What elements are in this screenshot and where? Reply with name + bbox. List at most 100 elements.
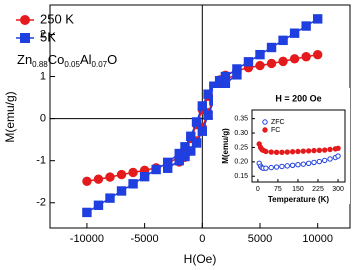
- legend-label: FC: [271, 127, 280, 134]
- marker: [220, 78, 231, 89]
- marker: [268, 149, 274, 155]
- marker: [266, 42, 277, 53]
- x-tick-label: 0: [256, 186, 260, 193]
- marker: [191, 117, 202, 127]
- marker: [305, 148, 312, 154]
- marker: [116, 169, 127, 180]
- marker: [197, 101, 208, 111]
- y-tick-label: 0.25: [234, 144, 248, 151]
- marker: [151, 164, 161, 175]
- marker: [305, 160, 312, 166]
- annotation-subscript: 0.05: [64, 60, 80, 69]
- marker: [289, 162, 296, 168]
- marker: [327, 146, 333, 153]
- marker: [232, 70, 242, 80]
- legend-label: 5K: [40, 29, 56, 44]
- y-tick-label: 0: [40, 113, 46, 125]
- marker: [262, 119, 268, 125]
- marker: [105, 172, 115, 182]
- y-axis-label: M(emu/g): [3, 91, 17, 142]
- marker: [255, 60, 265, 71]
- marker: [186, 146, 196, 156]
- annotation-subscript: 0.07: [92, 60, 108, 69]
- marker: [82, 207, 92, 218]
- marker: [289, 54, 300, 64]
- marker: [295, 148, 301, 155]
- x-tick-label: 150: [292, 186, 304, 193]
- y-tick-label: 1: [40, 70, 46, 82]
- marker: [203, 110, 213, 120]
- marker: [262, 127, 268, 133]
- marker: [162, 163, 173, 173]
- marker: [273, 149, 280, 156]
- annotation-text: O: [107, 52, 117, 67]
- marker: [20, 33, 30, 43]
- inset-title: H = 200 Oe: [275, 93, 321, 103]
- marker: [139, 171, 150, 182]
- y-tick-label: -2: [36, 197, 46, 209]
- plot-frame: [251, 109, 346, 183]
- marker: [93, 200, 104, 210]
- annotation-text: Zn: [17, 52, 32, 67]
- marker: [128, 179, 138, 189]
- y-axis-label: M(emu/g): [221, 128, 230, 164]
- marker: [301, 21, 311, 31]
- x-tick-label: 225: [312, 186, 324, 193]
- y-tick-label: 0.15: [234, 173, 248, 180]
- marker: [263, 165, 269, 171]
- marker: [312, 49, 323, 60]
- marker: [93, 174, 104, 184]
- y-tick-label: 2: [40, 28, 46, 40]
- marker: [278, 35, 288, 46]
- legend-label: 250 K: [40, 11, 74, 26]
- marker: [289, 149, 296, 155]
- marker: [300, 161, 307, 167]
- marker: [321, 147, 328, 153]
- marker: [191, 138, 202, 148]
- marker: [268, 164, 274, 171]
- marker: [300, 148, 307, 154]
- marker: [284, 163, 290, 169]
- marker: [180, 151, 190, 162]
- inset-background: [213, 88, 350, 204]
- marker: [243, 57, 254, 67]
- annotation-text: Al: [80, 52, 92, 67]
- marker: [316, 158, 323, 165]
- marker: [20, 15, 30, 25]
- x-tick-label: -10000: [70, 233, 104, 245]
- y-tick-label: -1: [36, 155, 46, 167]
- annotation-text: Co: [48, 52, 65, 67]
- annotation: Zn0.88Co0.05Al0.07O: [17, 52, 117, 69]
- y-tick-label: 0.35: [234, 115, 248, 122]
- marker: [278, 56, 288, 67]
- x-tick-label: 300: [332, 186, 344, 193]
- marker: [128, 167, 138, 178]
- x-axis-label: Temperature (K): [268, 195, 330, 204]
- marker: [335, 153, 341, 159]
- y-tick-label: 0.30: [234, 130, 248, 137]
- x-tick-label: -5000: [131, 233, 159, 245]
- x-tick-label: 75: [274, 186, 282, 193]
- marker: [311, 147, 317, 154]
- x-tick-label: 10000: [302, 233, 333, 245]
- marker: [197, 126, 208, 136]
- annotation-subscript: 0.88: [32, 60, 48, 69]
- marker: [116, 186, 127, 196]
- y-tick-label: 0.20: [234, 159, 248, 166]
- x-tick-label: 5000: [248, 233, 272, 245]
- x-axis-label: H(Oe): [184, 252, 217, 266]
- marker: [335, 145, 341, 152]
- marker: [255, 49, 265, 60]
- marker: [301, 52, 311, 62]
- marker: [279, 163, 285, 170]
- marker: [105, 193, 115, 203]
- marker: [266, 58, 277, 69]
- legend-label: ZFC: [271, 119, 285, 126]
- marker: [273, 164, 280, 170]
- marker: [312, 14, 323, 24]
- marker: [289, 28, 300, 38]
- marker: [327, 156, 333, 162]
- marker: [295, 162, 301, 168]
- marker: [203, 89, 213, 99]
